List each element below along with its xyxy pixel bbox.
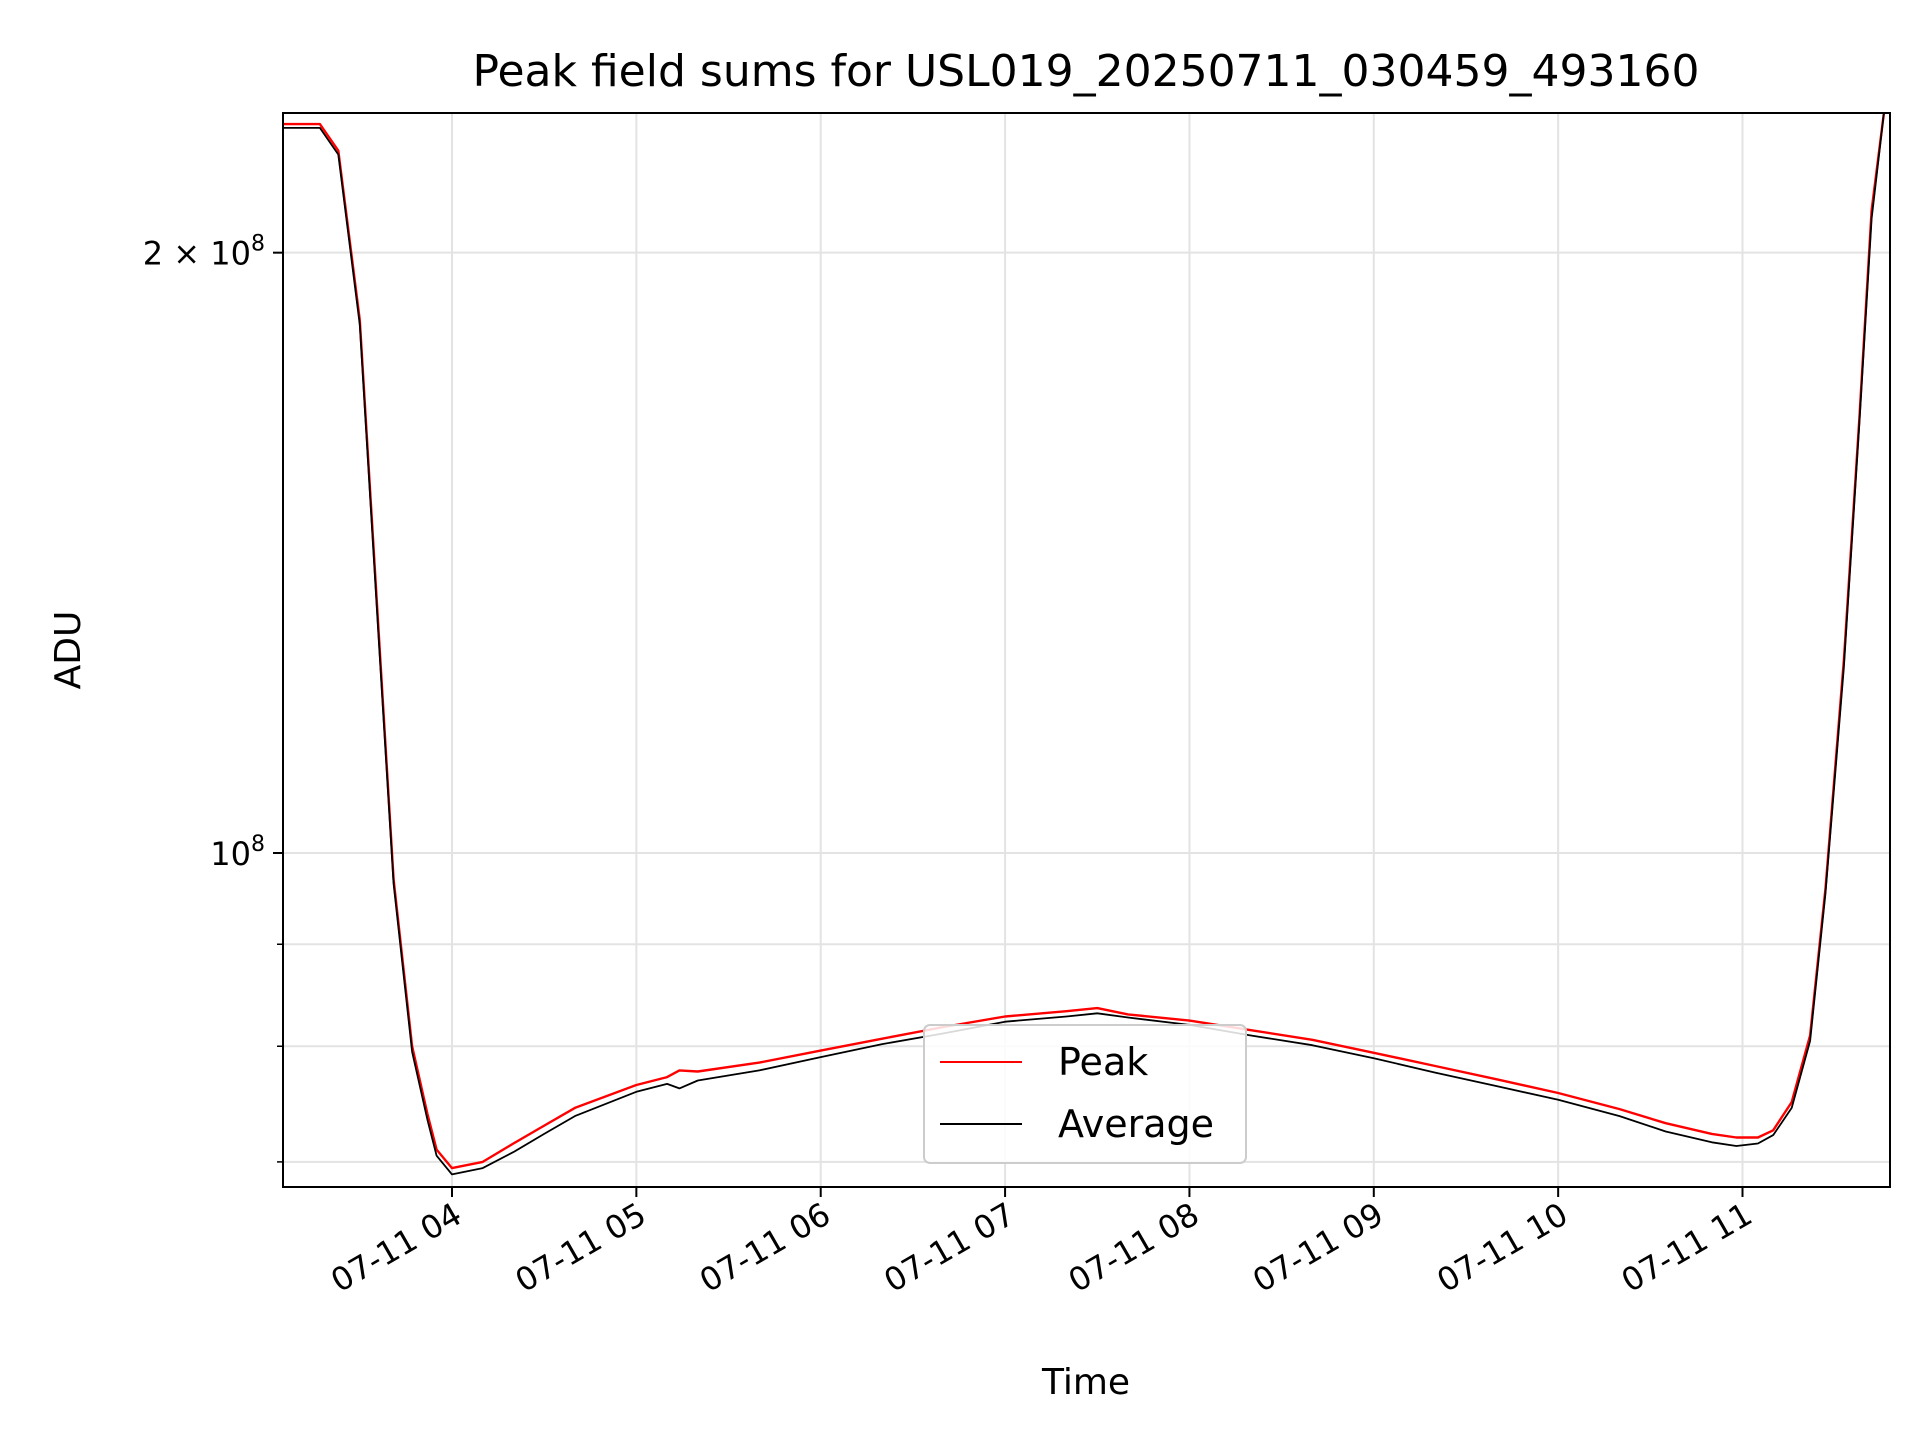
series-line-peak xyxy=(283,113,1886,1170)
legend-label-average: Average xyxy=(1058,1102,1214,1146)
x-axis-label: Time xyxy=(1041,1362,1130,1403)
chart-title: Peak field sums for USL019_20250711_0304… xyxy=(473,46,1700,97)
plot-area xyxy=(282,112,1891,1188)
legend-label-peak: Peak xyxy=(1058,1040,1148,1084)
y-axis: 108 2 × 108 xyxy=(143,232,283,1163)
y-axis-label: ADU xyxy=(48,611,89,690)
y-tick-label: 108 xyxy=(210,832,265,873)
series-line-average xyxy=(283,113,1885,1176)
y-tick-label: 2 × 108 xyxy=(143,232,265,273)
legend: Peak Average xyxy=(923,1024,1247,1164)
legend-box xyxy=(923,1024,1247,1164)
series-lines xyxy=(283,113,1886,1176)
